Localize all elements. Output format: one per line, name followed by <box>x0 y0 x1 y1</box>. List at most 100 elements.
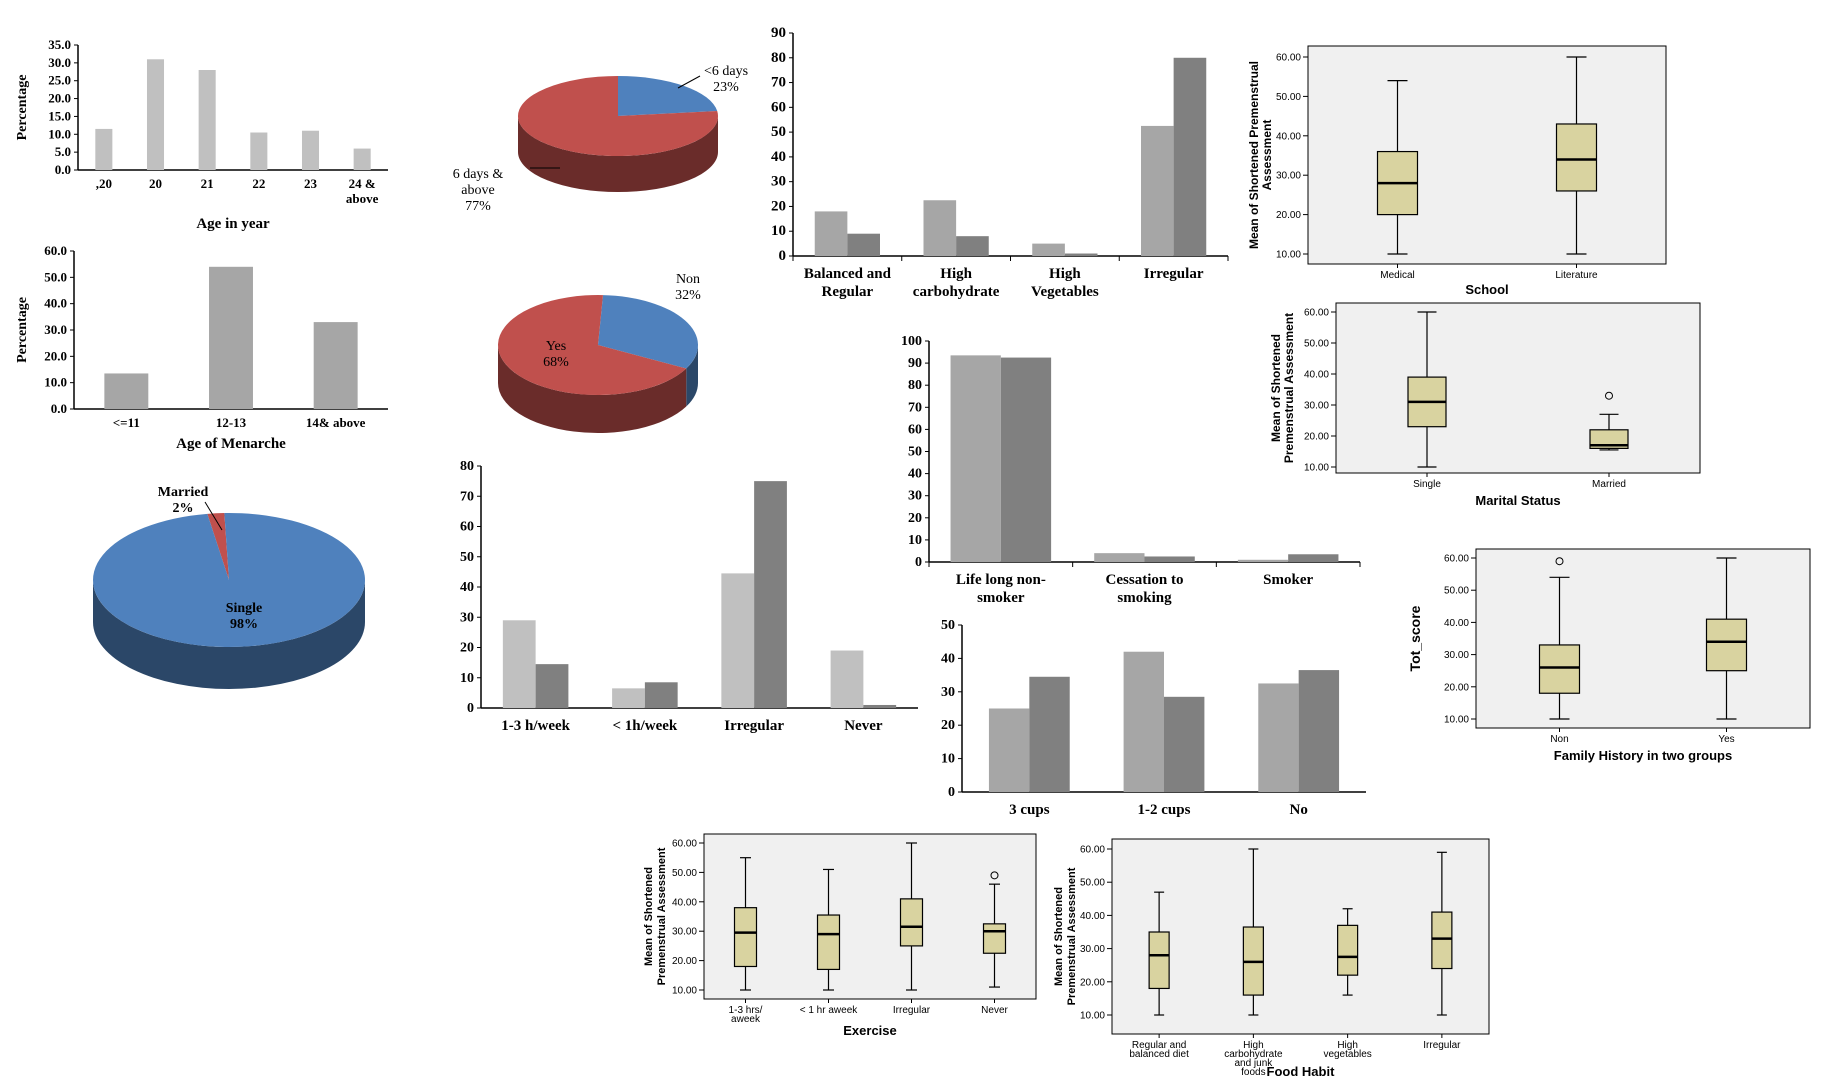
y-tick-label: 50 <box>908 445 922 460</box>
pie-slice-side <box>498 345 687 433</box>
x-category-label: Cessation to smoking <box>1106 572 1184 606</box>
x-category-label: Medical <box>1380 270 1414 281</box>
pie-chart-c6: Non 32% Yes 68% <box>497 272 701 433</box>
y-tick-label: 60.00 <box>1304 308 1329 319</box>
bar <box>250 132 268 170</box>
plot-frame <box>1475 548 1811 729</box>
y-axis-title: Tot_score <box>1407 605 1423 671</box>
bar <box>1144 556 1195 562</box>
y-tick-label: 50 <box>941 618 955 633</box>
y-tick-label: 10.00 <box>1080 1011 1105 1022</box>
y-tick-label: 50.00 <box>1304 339 1329 350</box>
y-tick-label: 90 <box>908 356 922 371</box>
bar <box>535 664 569 708</box>
x-category-label: No <box>1289 802 1307 818</box>
y-tick-label: 25.0 <box>48 73 71 88</box>
y-tick-label: 80 <box>908 378 922 393</box>
y-tick-label: 40.0 <box>44 296 67 311</box>
y-tick-label: 10.00 <box>1304 463 1329 474</box>
y-tick-label: 30.0 <box>48 55 71 70</box>
x-category-label: Irregular <box>893 1005 931 1016</box>
x-category-label: 22 <box>252 176 265 191</box>
x-axis-title: Family History in two groups <box>1554 748 1732 763</box>
y-tick-label: 0 <box>467 701 474 716</box>
box <box>899 898 924 947</box>
x-category-label: Life long non-smoker <box>956 572 1046 606</box>
pie-slice-label: Single 98% <box>226 601 263 632</box>
y-tick-label: 60 <box>460 520 474 535</box>
bar-chart-c5: 0.0 10.0 20.0 30.0 40.0 50.0 60.0 <=11 12-13 14& … <box>15 243 388 452</box>
x-category-label: Regular and balanced diet <box>1129 1040 1189 1060</box>
y-tick-label: 20.0 <box>44 348 67 363</box>
y-tick-label: 40.00 <box>1276 131 1301 142</box>
y-tick-label: 30 <box>771 174 786 190</box>
x-category-label: Smoker <box>1263 572 1313 588</box>
bar <box>863 704 897 708</box>
y-tick-label: 70 <box>771 75 786 91</box>
x-category-label: Balanced and Regular <box>804 266 892 300</box>
pie-slice <box>207 513 229 580</box>
boxplot-c11: 10.00 20.00 30.00 40.00 50.00 60.00 Non Yes Fami… <box>1407 548 1811 763</box>
bar <box>1173 57 1207 257</box>
bar <box>1000 357 1052 562</box>
bar <box>146 59 165 170</box>
pie-slice <box>92 513 365 647</box>
x-category-label: Married <box>1592 479 1626 490</box>
bar <box>830 650 864 708</box>
bar <box>612 688 645 708</box>
y-tick-label: 10 <box>941 752 955 767</box>
bar <box>1237 559 1289 562</box>
pie-slice <box>618 76 718 116</box>
bar <box>502 620 536 708</box>
y-tick-label: 70 <box>460 489 474 504</box>
bar <box>1288 554 1339 562</box>
bar-chart-c3: 0 10 20 30 40 50 60 70 80 90 Balanced and Regular Hi… <box>771 25 1229 300</box>
bar <box>956 236 989 256</box>
plot-frame <box>1335 302 1701 474</box>
x-category-label: Literature <box>1555 270 1598 281</box>
box <box>1148 931 1170 990</box>
x-category-label: 23 <box>304 176 318 191</box>
bar <box>198 70 216 170</box>
x-category-label: < 1 hr aweek <box>800 1005 859 1016</box>
y-tick-label: 10.00 <box>1276 250 1301 261</box>
y-tick-label: 10.00 <box>1444 715 1469 726</box>
y-tick-label: 50.0 <box>44 269 67 284</box>
bar <box>923 200 957 256</box>
plot-frame <box>1307 45 1667 265</box>
y-tick-label: 0.0 <box>51 401 67 416</box>
pie-leader-line <box>677 75 701 89</box>
bar <box>721 573 755 708</box>
box <box>1538 644 1581 694</box>
bar-chart-c1: 0.0 5.0 10.0 15.0 20.0 25.0 30.0 35.0 ,20 20 21 22 2… <box>15 37 388 232</box>
y-axis-title: Mean of ShortenedPremenstrual Assessment <box>1269 313 1296 463</box>
y-tick-label: 20.00 <box>1276 210 1301 221</box>
y-tick-label: 20.00 <box>1304 432 1329 443</box>
pie-slice <box>497 295 687 395</box>
y-tick-label: 30.00 <box>1276 171 1301 182</box>
y-tick-label: 50.00 <box>1444 586 1469 597</box>
box <box>1705 618 1748 672</box>
x-axis-title: Exercise <box>843 1023 897 1038</box>
y-tick-label: 60.00 <box>1080 845 1105 856</box>
y-tick-label: 0.0 <box>55 162 71 177</box>
y-tick-label: 15.0 <box>48 108 71 123</box>
y-tick-label: 40.00 <box>1444 618 1469 629</box>
y-axis-title: Percentage <box>15 75 30 141</box>
y-tick-label: 10 <box>771 223 786 239</box>
x-category-label: 1-3 hrs/aweek <box>729 1005 763 1025</box>
x-category-label: High carbohydrate <box>913 266 1000 300</box>
bar <box>1032 243 1065 256</box>
x-category-label: 20 <box>149 176 162 191</box>
bar <box>814 211 848 256</box>
y-tick-label: 10.00 <box>672 986 697 997</box>
y-tick-label: 40 <box>908 467 922 482</box>
y-axis-title: Percentage <box>15 297 30 363</box>
y-tick-label: 10.0 <box>48 126 71 141</box>
y-tick-label: 10.0 <box>44 375 67 390</box>
y-tick-label: 20 <box>460 641 474 656</box>
y-tick-label: 20.0 <box>48 91 71 106</box>
pie-slice-label: Married 2% <box>158 485 209 516</box>
y-tick-label: 60 <box>771 99 786 115</box>
